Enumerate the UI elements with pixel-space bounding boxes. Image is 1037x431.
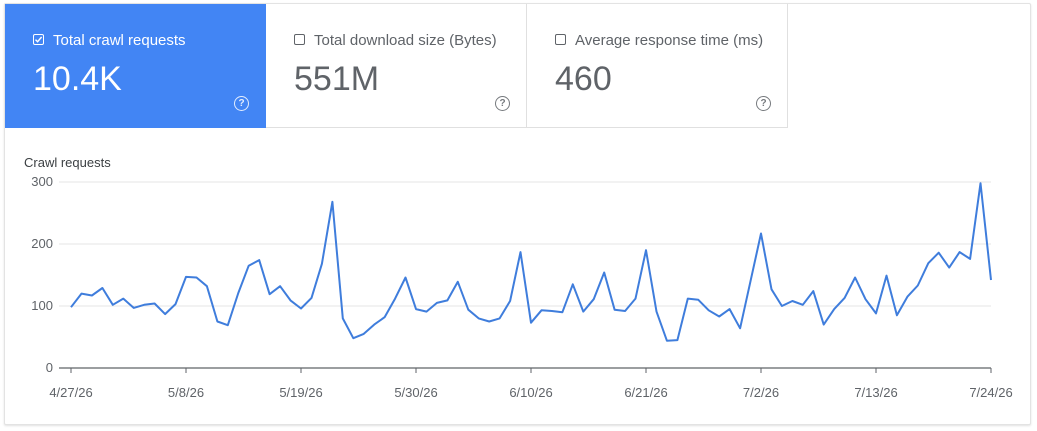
y-tick-label: 100 — [31, 298, 53, 313]
x-tick-label: 6/21/26 — [624, 385, 667, 400]
x-tick-label: 5/8/26 — [168, 385, 204, 400]
x-tick-label: 7/2/26 — [743, 385, 779, 400]
chart-title: Crawl requests — [24, 155, 111, 170]
series-line-crawl-requests — [70, 182, 992, 342]
metric-value: 551M — [294, 60, 380, 98]
checkbox-unchecked-icon[interactable] — [555, 34, 566, 45]
y-tick-label: 300 — [31, 174, 53, 189]
x-tick-label: 7/13/26 — [854, 385, 897, 400]
metric-label: Total crawl requests — [53, 32, 186, 49]
x-tick-label: 5/30/26 — [394, 385, 437, 400]
checkbox-checked-icon[interactable] — [33, 34, 44, 45]
metric-total-download-size[interactable]: Total download size (Bytes) 551M ? — [266, 4, 527, 128]
y-tick-label: 200 — [31, 236, 53, 251]
metric-value: 10.4K — [33, 60, 122, 98]
metric-tabs: Total crawl requests 10.4K ? Total downl… — [5, 4, 788, 128]
help-icon[interactable]: ? — [495, 96, 510, 111]
x-tick-label: 7/24/26 — [969, 385, 1012, 400]
metric-value: 460 — [555, 60, 612, 98]
crawl-requests-chart: 0 100 200 300 4/27/26 5/8/26 5/19/26 5/30/26 6/1… — [31, 174, 1012, 400]
x-tick-label: 6/10/26 — [509, 385, 552, 400]
metric-label: Total download size (Bytes) — [314, 32, 497, 49]
help-icon[interactable]: ? — [756, 96, 771, 111]
x-tick-label: 5/19/26 — [279, 385, 322, 400]
help-icon[interactable]: ? — [234, 96, 249, 111]
metric-average-response-time[interactable]: Average response time (ms) 460 ? — [527, 4, 788, 128]
x-tick-label: 4/27/26 — [49, 385, 92, 400]
metric-label: Average response time (ms) — [575, 32, 764, 49]
metric-total-crawl-requests[interactable]: Total crawl requests 10.4K ? — [5, 4, 266, 128]
crawl-stats-card: Total crawl requests 10.4K ? Total downl… — [4, 3, 1031, 425]
y-tick-label: 0 — [46, 360, 53, 375]
checkbox-unchecked-icon[interactable] — [294, 34, 305, 45]
